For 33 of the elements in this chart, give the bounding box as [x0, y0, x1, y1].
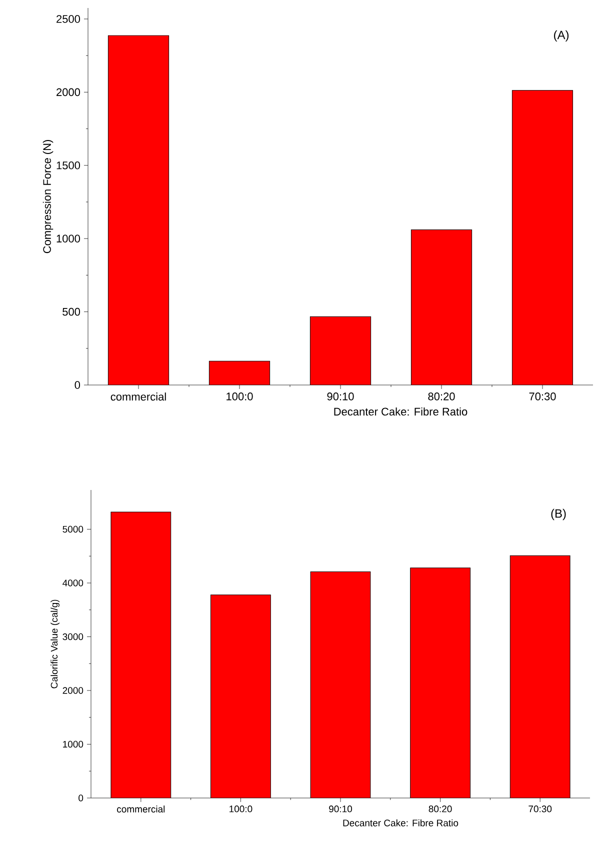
x-tick-label: 80:20 [428, 392, 455, 400]
x-tick-label: commercial [110, 392, 166, 401]
x-tick-label: 90:10 [329, 806, 352, 812]
y-axis-title: Calorific Value (cal/g) [50, 600, 60, 688]
y-tick-label: 2500 [56, 15, 80, 23]
y-tick-label: 500 [62, 308, 80, 316]
bar [210, 594, 271, 798]
y-tick-label: 1000 [56, 234, 80, 242]
x-tick-label: 100:0 [226, 392, 253, 400]
x-tick-label: 90:10 [327, 392, 354, 400]
y-tick-label: 5000 [62, 526, 84, 533]
y-tick-label: 0 [78, 794, 84, 802]
annotation: (A) [554, 30, 569, 42]
y-tick-label: 2000 [62, 687, 84, 694]
x-axis-title: Decanter Cake: Fibre Ratio [334, 407, 468, 416]
y-tick-label: 1000 [63, 740, 84, 748]
bar [410, 568, 470, 798]
x-tick-label: 100:0 [230, 806, 252, 812]
y-tick-label: 0 [74, 381, 80, 389]
bar [310, 572, 370, 798]
y-tick-label: 2000 [56, 88, 80, 96]
y-tick-label: 3000 [62, 633, 84, 640]
bar [510, 555, 570, 798]
x-tick-label: 80:20 [428, 806, 452, 812]
x-tick-label: 70:30 [528, 806, 552, 812]
x-tick-label: 70:30 [529, 392, 556, 400]
annotation: (B) [551, 508, 566, 520]
y-tick-label: 4000 [62, 580, 84, 586]
x-tick-label: commercial [117, 806, 165, 813]
x-axis-title: Decanter Cake: Fibre Ratio [343, 819, 458, 826]
y-axis-title: Compression Force (N) [42, 140, 54, 254]
y-tick-label: 1500 [56, 162, 80, 170]
bar [110, 512, 171, 798]
